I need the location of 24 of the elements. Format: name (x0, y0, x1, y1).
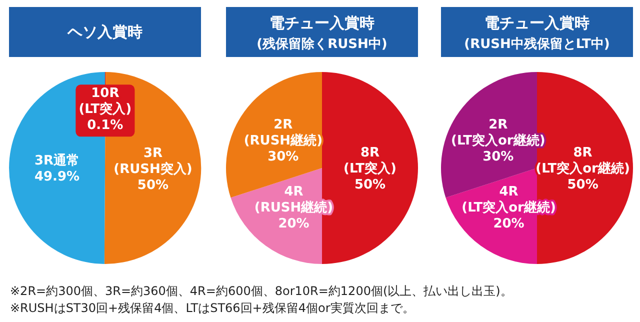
chart-title: 電チュー入賞時 (270, 14, 374, 32)
slice-label: 3R通常 (34, 152, 80, 168)
data-label: 30% (482, 149, 514, 164)
chart-subtitle: (RUSH中残保留とLT中) (464, 37, 610, 52)
text: ※RUSHはST30回+残保留4個、LTはST66回+残保留4個or実質次回まで。 (10, 301, 414, 315)
slice-label: 2R (RUSH継続) (244, 117, 323, 148)
slice-label: 8R (LT突入) (344, 146, 396, 177)
data-label: 20% (278, 216, 310, 232)
data-label: 50% (354, 178, 386, 193)
chart-title: ヘソ入賞時 (66, 23, 142, 41)
slice-label: 8R (LT突入or継続) (536, 146, 630, 177)
chart-subtitle: (残保留除くRUSH中) (256, 37, 388, 52)
data-label: 30% (268, 149, 299, 164)
slice-label: 10R (LT突入) (78, 86, 132, 118)
chart-title: 電チュー入賞時 (484, 14, 590, 32)
slice-label: 4R (LT突入or継続) (462, 184, 556, 216)
data-label: 50% (137, 178, 169, 193)
slice-label: 2R (LT突入or継続) (451, 117, 546, 148)
data-label: 20% (493, 216, 524, 232)
slice-label: 3R (RUSH突入) (114, 146, 192, 177)
data-label: 49.9% (34, 169, 80, 184)
text: ※2R=約300個、3R=約360個、4R=約600個、8or10R=約1200個(以上、払い出し出玉)。 (10, 284, 512, 298)
data-label: 0.1% (87, 118, 124, 134)
data-label: 50% (567, 178, 598, 193)
